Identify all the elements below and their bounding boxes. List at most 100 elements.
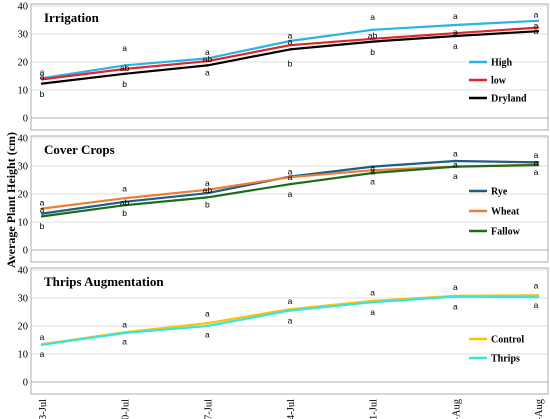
data-point <box>123 331 126 335</box>
x-tick-label: 31-Jul <box>369 399 380 419</box>
data-point <box>371 28 374 31</box>
legend-entry: low <box>491 76 507 87</box>
data-point <box>536 26 540 29</box>
significance-letter: a <box>453 27 458 37</box>
data-point <box>123 67 126 71</box>
significance-letter: a <box>288 296 293 306</box>
significance-letter: a <box>40 204 45 214</box>
data-point <box>536 161 540 164</box>
data-point <box>454 165 457 168</box>
significance-letter: a <box>453 171 458 181</box>
y-tick-label: 40 <box>18 266 29 277</box>
y-axis-label: Average Plant Height (cm) <box>4 132 18 268</box>
x-tick-label: 14-Aug <box>534 398 545 419</box>
data-point <box>206 191 209 195</box>
y-tick-label: 0 <box>23 114 28 125</box>
y-tick-label: 10 <box>18 350 29 361</box>
significance-letter: a <box>370 307 375 317</box>
significance-letter: a <box>122 336 127 346</box>
data-point <box>40 78 44 81</box>
data-point <box>288 39 292 43</box>
data-point <box>371 40 374 43</box>
x-tick-label: 10-Jul <box>121 399 132 419</box>
data-point <box>288 44 292 47</box>
y-tick-label: 0 <box>23 246 28 257</box>
legend-entry: Control <box>491 335 524 346</box>
data-point <box>536 19 540 23</box>
significance-letter: a <box>370 12 375 22</box>
data-point <box>536 294 540 297</box>
data-point <box>454 159 457 163</box>
data-point <box>288 183 292 186</box>
legend-entry: Wheat <box>491 207 520 218</box>
legend-entry: Fallow <box>491 227 521 238</box>
significance-letter: a <box>453 301 458 311</box>
significance-letter: a <box>205 67 210 77</box>
data-point <box>288 309 292 312</box>
significance-letter: a <box>370 162 375 172</box>
panel-title: Cover Crops <box>44 142 115 157</box>
panel-frame <box>30 267 549 395</box>
y-tick-label: 30 <box>18 294 29 305</box>
significance-letter: b <box>122 208 127 218</box>
significance-letter: b <box>40 221 45 231</box>
significance-letter: a <box>40 67 45 77</box>
data-point <box>40 212 44 215</box>
significance-letter: a <box>288 172 293 182</box>
chart-panels: 010203040Irrigationaabaabbaabaaabaabbaaa… <box>18 2 549 395</box>
significance-letter: b <box>205 199 210 209</box>
significance-letter: a <box>40 332 45 342</box>
significance-letter: ab <box>368 30 378 40</box>
x-axis-ticks: 3-Jul 10-Jul 17-Jul 24-Jul 31-Jul 7-Aug 14-Aug <box>38 398 545 419</box>
significance-letter: a <box>288 37 293 47</box>
data-point <box>123 200 126 204</box>
data-point <box>40 207 44 210</box>
data-point <box>206 324 209 328</box>
significance-letter: a <box>122 320 127 330</box>
significance-letter: a <box>40 197 45 207</box>
significance-letter: a <box>370 287 375 297</box>
significance-letter: a <box>534 21 539 31</box>
y-tick-label: 40 <box>18 134 29 145</box>
significance-letter: a <box>534 26 539 36</box>
panel-title: Irrigation <box>44 10 100 25</box>
data-point <box>288 176 292 179</box>
data-point <box>206 59 209 63</box>
data-point <box>371 169 374 172</box>
y-tick-label: 30 <box>18 30 29 41</box>
legend-entry: High <box>491 58 513 69</box>
significance-letter: a <box>370 167 375 177</box>
x-tick-label: 3-Jul <box>38 399 49 419</box>
data-point <box>40 82 44 85</box>
significance-letter: a <box>40 349 45 359</box>
significance-letter: a <box>453 160 458 170</box>
legend-entry: Thrips <box>491 354 520 365</box>
significance-letter: ab <box>120 197 130 207</box>
significance-letter: a <box>453 148 458 158</box>
data-point <box>206 188 209 191</box>
data-point <box>454 34 457 38</box>
data-point <box>206 64 209 67</box>
significance-letter: a <box>40 72 45 82</box>
data-point <box>206 322 209 325</box>
significance-letter: ab <box>203 54 213 64</box>
y-tick-label: 10 <box>18 218 29 229</box>
data-point <box>288 48 292 51</box>
legend-entry: Dryland <box>491 94 527 105</box>
y-tick-label: 0 <box>23 378 28 389</box>
y-tick-label: 20 <box>18 58 29 69</box>
significance-letter: a <box>534 157 539 167</box>
significance-letter: a <box>205 329 210 339</box>
significance-letter: a <box>288 30 293 40</box>
x-tick-label: 17-Jul <box>203 399 214 419</box>
significance-letter: a <box>534 300 539 310</box>
data-point <box>371 37 374 40</box>
significance-letter: ab <box>120 63 130 73</box>
significance-letter: b <box>122 79 127 89</box>
significance-letter: a <box>205 308 210 318</box>
data-point <box>536 30 540 33</box>
significance-letter: a <box>453 41 458 51</box>
y-tick-label: 40 <box>18 2 29 13</box>
significance-letter: a <box>534 167 539 177</box>
data-point <box>123 72 126 75</box>
